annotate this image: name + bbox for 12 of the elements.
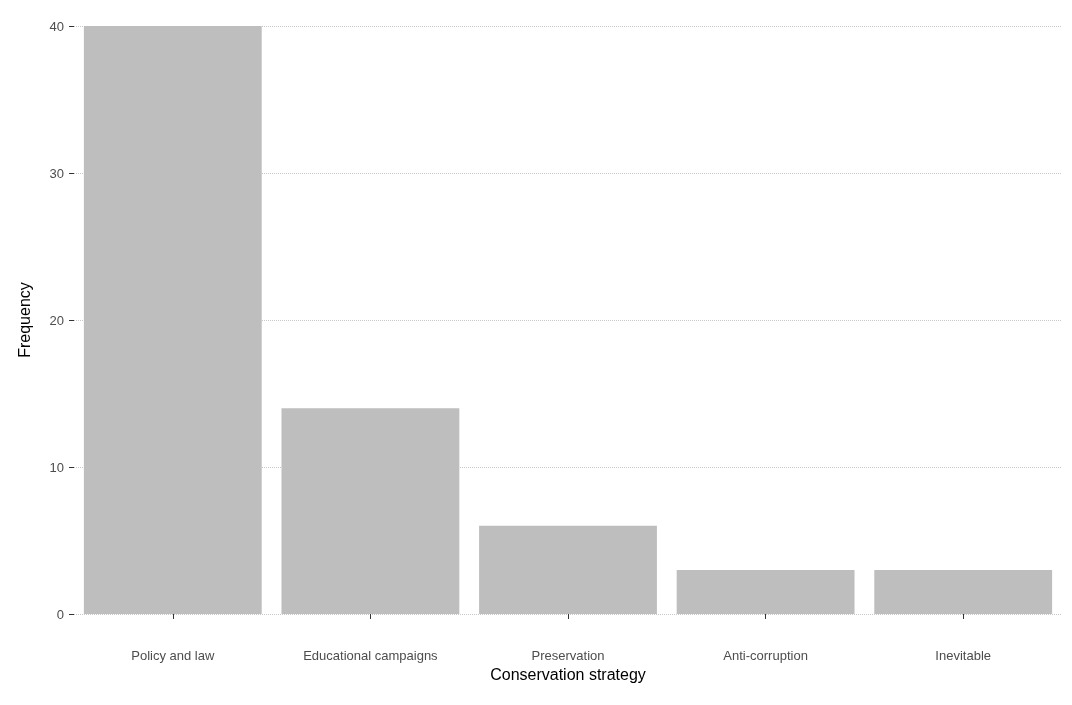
y-tick-label: 30 (49, 165, 64, 181)
y-tick-label: 0 (56, 606, 64, 622)
y-tick-label: 10 (49, 459, 64, 475)
x-tick-label: Anti-corruption (723, 648, 808, 663)
x-axis-title: Conservation strategy (490, 666, 646, 684)
y-tick-label: 20 (49, 312, 64, 328)
x-tick-label: Preservation (531, 648, 605, 663)
y-axis-title: Frequency (15, 282, 33, 358)
x-tick-label: Inevitable (935, 648, 992, 663)
x-tick-label: Educational campaigns (303, 648, 439, 663)
y-tick-label: 40 (49, 18, 64, 34)
x-tick-label: Policy and law (131, 648, 215, 663)
